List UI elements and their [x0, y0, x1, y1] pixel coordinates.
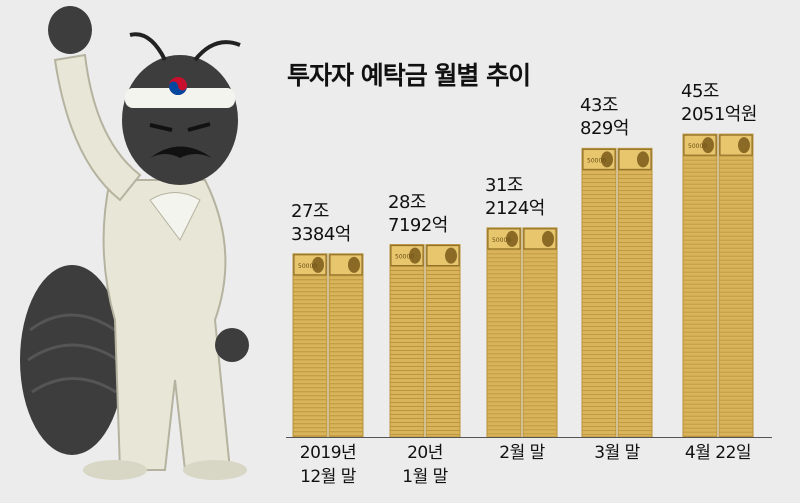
category-label-1: 20년 1월 말 — [402, 443, 448, 487]
fist-icon — [48, 6, 92, 54]
bill-denomination-3: 50000 — [587, 157, 606, 164]
mascot-illustration — [20, 6, 249, 480]
bar-3: 50000 — [581, 147, 653, 438]
value-label-3: 43조 829억 — [580, 95, 629, 140]
bill-denomination-4: 50000 — [688, 143, 707, 150]
x-axis-baseline — [286, 437, 772, 438]
bar-2: 50000 — [486, 227, 558, 438]
bill-denomination-2: 50000 — [492, 237, 511, 244]
bar-1: 50000 — [389, 244, 461, 438]
bill-denomination-0: 50000 — [298, 263, 317, 270]
mascot-arm — [53, 53, 142, 202]
category-label-3: 3월 말 — [594, 443, 640, 463]
value-label-0: 27조 3384억 — [291, 200, 351, 245]
mascot-head — [122, 55, 238, 185]
value-label-2: 31조 2124억 — [485, 174, 545, 219]
mustache-icon — [150, 146, 212, 158]
category-label-0: 2019년 12월 말 — [299, 443, 357, 487]
chart-title: 투자자 예탁금 월별 추이 — [287, 61, 531, 90]
bar-0: 50000 — [292, 253, 364, 438]
bill-denomination-1: 50000 — [395, 254, 414, 261]
mascot-tail — [20, 265, 124, 455]
bar-4: 50000 — [682, 133, 754, 438]
category-label-4: 4월 22일 — [684, 443, 752, 463]
category-label-2: 2월 말 — [499, 443, 545, 463]
value-label-1: 28조 7192억 — [388, 191, 448, 236]
value-label-4: 45조 2051억원 — [681, 81, 757, 126]
